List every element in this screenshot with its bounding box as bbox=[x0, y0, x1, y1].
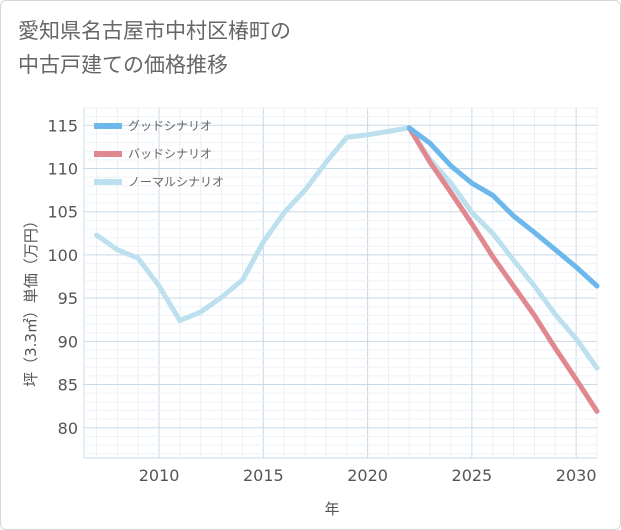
y-tick-label: 80 bbox=[58, 419, 78, 438]
y-tick-label: 100 bbox=[47, 246, 78, 265]
series-line bbox=[406, 125, 600, 414]
legend-label: バッドシナリオ bbox=[128, 147, 212, 161]
series-lines bbox=[94, 125, 600, 414]
y-tick-label: 85 bbox=[58, 376, 78, 395]
chart-title-line1: 愛知県名古屋市中村区椿町の bbox=[18, 19, 291, 43]
y-tick-label: 95 bbox=[58, 289, 78, 308]
series-line bbox=[94, 125, 600, 371]
y-tick-label: 110 bbox=[47, 159, 78, 178]
chart-title-line2: 中古戸建ての価格推移 bbox=[18, 53, 228, 77]
x-tick-label: 2025 bbox=[452, 466, 493, 485]
x-tick-label: 2030 bbox=[556, 466, 597, 485]
y-tick-label: 105 bbox=[47, 203, 78, 222]
y-tick-label: 90 bbox=[58, 332, 78, 351]
y-axis-label: 坪（3.3㎡）単価（万円） bbox=[22, 213, 40, 387]
x-axis-label: 年 bbox=[324, 500, 339, 518]
x-tick-label: 2020 bbox=[347, 466, 388, 485]
chart-title: 愛知県名古屋市中村区椿町の 中古戸建ての価格推移 bbox=[18, 14, 598, 82]
x-tick-label: 2015 bbox=[243, 466, 284, 485]
tick-labels: 2010 2015 2020 2025 2030 80 85 90 95 100 105 110 115 bbox=[47, 116, 596, 485]
legend-label: グッドシナリオ bbox=[128, 119, 212, 133]
series-line bbox=[406, 125, 600, 289]
y-tick-label: 115 bbox=[47, 116, 78, 135]
legend-label: ノーマルシナリオ bbox=[128, 175, 224, 189]
x-tick-label: 2010 bbox=[139, 466, 180, 485]
